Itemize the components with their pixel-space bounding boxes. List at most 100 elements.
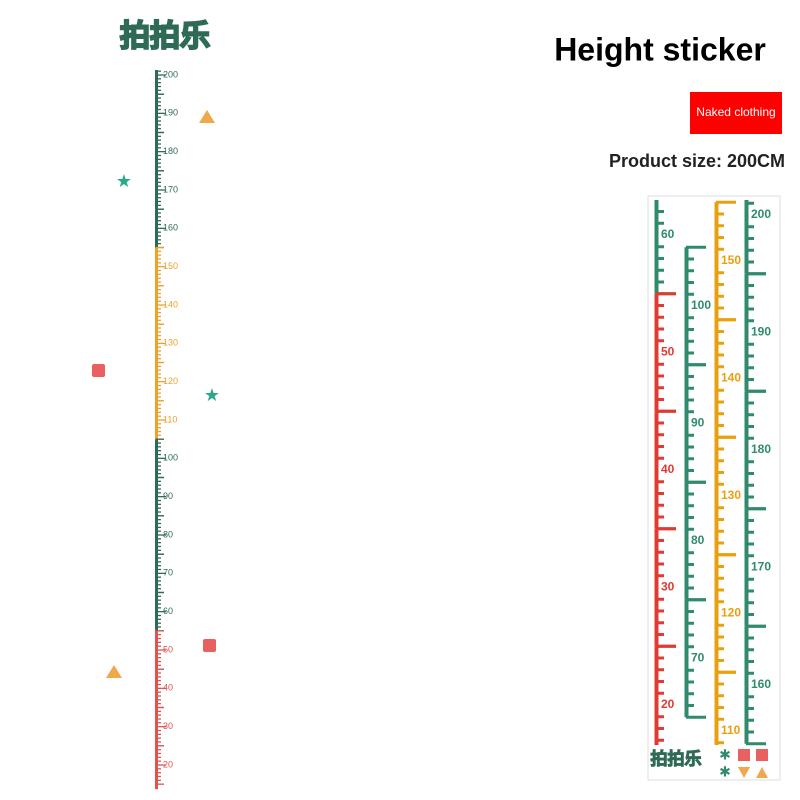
strip-label: 50 [661, 345, 675, 359]
square-deco [92, 364, 105, 377]
strip-tick [686, 633, 694, 637]
strip-tick [686, 351, 694, 355]
strip-tick [716, 388, 724, 392]
strip-tick [746, 554, 754, 558]
strip-tick [686, 668, 694, 672]
strip-tick [716, 717, 724, 721]
mini-deco [756, 767, 768, 778]
strip-tick [656, 315, 664, 319]
strip-tick [746, 401, 754, 405]
strip-tick [716, 435, 736, 439]
strip-tick [716, 623, 724, 627]
strip-tick [746, 483, 754, 487]
strip-tick [656, 433, 664, 437]
strip-label: 190 [751, 325, 771, 339]
strip-tick [686, 292, 694, 296]
strip-tick [746, 589, 754, 593]
strip-tick [686, 598, 706, 602]
strip-tick [746, 530, 754, 534]
strip-tick [746, 237, 754, 240]
strip-tick [746, 718, 754, 722]
ruler-label: 180 [163, 146, 178, 156]
strip-spine [714, 554, 719, 673]
ruler-label: 160 [163, 223, 178, 233]
triangle-deco [199, 110, 215, 123]
strip-tick [686, 410, 694, 414]
strip-tick [686, 516, 694, 519]
strip-tick [656, 374, 664, 378]
strip-tick [686, 480, 706, 484]
strip-tick [746, 319, 754, 323]
logo: 拍拍乐 [120, 20, 210, 53]
strip-tick [656, 409, 676, 413]
strip-tick [716, 482, 724, 486]
strip-label: 60 [661, 227, 675, 241]
strip-tick [746, 707, 754, 710]
strip-tick [716, 212, 724, 216]
strip-tick [656, 656, 664, 660]
strip-tick [746, 542, 754, 546]
strip-tick [656, 550, 664, 554]
ruler-label: 130 [163, 338, 178, 348]
strip-tick [656, 621, 664, 625]
strip-tick [656, 691, 664, 695]
strip-tick [746, 378, 754, 381]
strip-tick [686, 281, 694, 284]
strip-tick [656, 633, 664, 636]
strip-tick [746, 601, 754, 605]
strip-tick [656, 597, 664, 601]
ruler-label: 20 [163, 759, 173, 769]
mini-logo: 拍拍乐 [651, 748, 702, 768]
strip-tick [656, 257, 664, 260]
strip-tick [716, 306, 724, 310]
strip-tick [686, 621, 694, 625]
strip-tick [656, 668, 664, 672]
strip-tick [686, 692, 694, 696]
strip-tick [716, 365, 724, 369]
strip-tick [686, 316, 694, 320]
strip-tick [686, 504, 694, 508]
strip-label: 100 [691, 298, 711, 312]
strip-tick [746, 366, 754, 370]
ruler-label: 190 [163, 108, 178, 118]
strip-tick [716, 600, 724, 604]
ruler-label: 60 [163, 606, 173, 616]
strip-tick [746, 730, 754, 734]
strip-tick [686, 386, 694, 390]
ruler-label: 70 [163, 568, 173, 578]
strip-spine [714, 319, 719, 438]
strip-tick [656, 245, 664, 249]
strip-tick [716, 224, 724, 228]
strip-label: 140 [721, 371, 741, 385]
strip-tick [746, 695, 754, 699]
strip-tick [716, 659, 724, 662]
ruler-label: 90 [163, 491, 173, 501]
strip-tick [716, 670, 736, 674]
strip-tick [686, 375, 694, 378]
ruler-label: 50 [163, 644, 173, 654]
strip-tick [746, 225, 754, 229]
strip-tick [656, 280, 664, 284]
ruler-label: 170 [163, 184, 178, 194]
strip-spine [654, 528, 659, 647]
strip-label: 150 [721, 253, 741, 267]
mini-deco [738, 767, 750, 778]
strip-tick [686, 551, 694, 555]
strip-tick [716, 694, 724, 698]
strip-tick [716, 529, 724, 533]
strip-tick [686, 527, 694, 531]
strip-tick [656, 738, 664, 742]
strip-tick [716, 353, 724, 357]
strip-tick [716, 706, 724, 709]
strip-tick [716, 541, 724, 545]
strip-tick [686, 245, 706, 249]
strip-tick [746, 436, 754, 440]
strip-tick [686, 457, 694, 461]
strip-tick [656, 492, 664, 495]
strip-tick [656, 539, 664, 542]
strip-tick [716, 200, 736, 204]
strip-tick [746, 460, 754, 464]
ruler-label: 40 [163, 683, 173, 693]
strip-tick [746, 660, 754, 663]
